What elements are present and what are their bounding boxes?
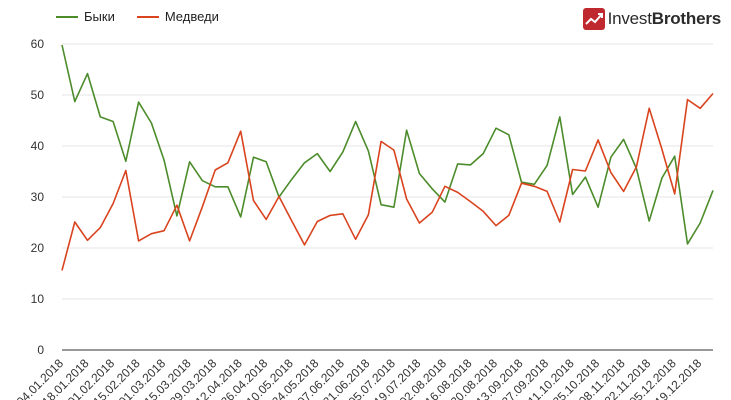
y-tick-label: 60 [31, 37, 45, 51]
legend-item-bears: Медведи [136, 9, 219, 24]
brand-logo-text: InvestBrothers [607, 9, 722, 29]
y-tick-label: 30 [31, 190, 45, 204]
series-line-bears [61, 92, 714, 271]
legend-item-bulls: Быки [56, 9, 115, 24]
chart-series-lines [61, 44, 714, 271]
y-tick-label: 40 [31, 139, 45, 153]
chart-gridlines [62, 43, 713, 351]
y-axis-tick-labels: 0 10 20 30 40 50 60 [31, 37, 45, 357]
y-tick-label: 10 [31, 292, 45, 306]
legend-label-bears: Медведи [164, 9, 219, 24]
y-tick-label: 0 [37, 343, 44, 357]
y-tick-label: 20 [31, 241, 45, 255]
logo-text-brothers: Brothers [651, 9, 721, 28]
legend-label-bulls: Быки [84, 9, 115, 24]
legend-swatch-bears [136, 15, 159, 18]
x-axis-tick-labels: 04.01.201818.01.201801.02.201815.02.2018… [14, 356, 705, 400]
y-tick-label: 50 [31, 88, 45, 102]
series-line-bulls [61, 44, 714, 245]
chart-legend: Быки Медведи [56, 9, 219, 24]
legend-swatch-bulls [56, 15, 78, 18]
chart-growth-icon [582, 8, 605, 30]
brand-logo: InvestBrothers [582, 8, 722, 30]
logo-text-invest: Invest [607, 9, 652, 28]
